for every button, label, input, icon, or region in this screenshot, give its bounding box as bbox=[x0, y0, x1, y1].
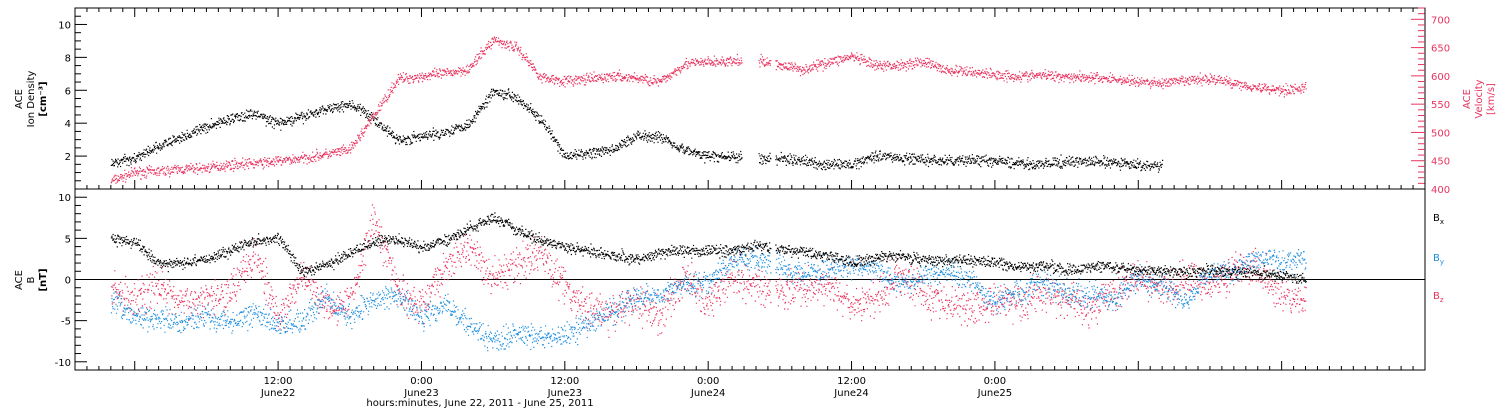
time-tick-label: 12:00 bbox=[264, 376, 293, 387]
b-axis-label-2: B bbox=[26, 276, 37, 283]
velocity-series bbox=[110, 36, 1307, 184]
time-tick-label: 0:00 bbox=[984, 376, 1006, 387]
density-tick-label: 6 bbox=[65, 86, 71, 97]
legend-bz: Bz bbox=[1433, 291, 1444, 304]
time-tick-label: 12:00 bbox=[550, 376, 579, 387]
ion-density-series bbox=[110, 88, 1164, 173]
velocity-axis-label-2: Velocity bbox=[1474, 79, 1485, 118]
date-tick-label: June24 bbox=[690, 388, 726, 399]
velocity-tick-label: 500 bbox=[1431, 128, 1450, 139]
legend-bx: Bx bbox=[1433, 213, 1444, 226]
density-axis-label-1: ACE bbox=[14, 89, 25, 109]
velocity-tick-label: 650 bbox=[1431, 44, 1450, 55]
b-tick-label: -10 bbox=[55, 358, 71, 369]
date-tick-label: June24 bbox=[833, 388, 869, 399]
velocity-tick-label: 450 bbox=[1431, 157, 1450, 168]
date-tick-label: June25 bbox=[977, 388, 1013, 399]
bx-points bbox=[110, 212, 1307, 284]
bz-series bbox=[110, 204, 1307, 338]
x-axis-title: hours:minutes, June 22, 2011 - June 25, … bbox=[366, 398, 593, 409]
velocity-tick-label: 550 bbox=[1431, 100, 1450, 111]
velocity-axis-label-1: ACE bbox=[1462, 89, 1473, 109]
time-tick-label: 0:00 bbox=[410, 376, 432, 387]
density-points bbox=[110, 88, 1164, 173]
time-tick-label: 12:00 bbox=[837, 376, 866, 387]
velocity-tick-label: 700 bbox=[1431, 15, 1450, 26]
ion-density-axis: 2 4 6 8 10 bbox=[58, 7, 87, 190]
density-tick-label: 10 bbox=[58, 20, 71, 31]
velocity-points bbox=[110, 36, 1307, 184]
velocity-tick-label: 400 bbox=[1431, 185, 1450, 196]
density-tick-label: 8 bbox=[65, 53, 71, 64]
date-tick-label: June22 bbox=[260, 388, 296, 399]
b-axis: -10 -5 0 5 10 bbox=[55, 188, 87, 371]
top-panel-frame bbox=[74, 7, 1426, 190]
date-tick-label: June23 bbox=[547, 388, 583, 399]
b-tick-label: 5 bbox=[65, 234, 71, 245]
top-panel: 2 4 6 8 10 400 450 500 550 600 650 700 ACE Ion Den… bbox=[14, 7, 1497, 196]
b-axis-label-1: ACE bbox=[14, 270, 25, 290]
date-tick-label: June23 bbox=[403, 388, 439, 399]
b-axis-label-3: [nT] bbox=[38, 268, 49, 291]
bx-series bbox=[110, 212, 1307, 284]
velocity-axis: 400 450 500 550 600 650 700 bbox=[1411, 7, 1450, 196]
velocity-axis-label-3: [km/s] bbox=[1486, 83, 1497, 115]
b-tick-label: 10 bbox=[58, 193, 71, 204]
legend-by: By bbox=[1433, 253, 1444, 266]
velocity-tick-label: 600 bbox=[1431, 72, 1450, 83]
density-tick-label: 4 bbox=[65, 119, 71, 130]
bz-points bbox=[110, 204, 1307, 338]
density-tick-label: 2 bbox=[65, 152, 71, 163]
density-axis-label-3: [cm⁻³] bbox=[38, 81, 49, 116]
b-tick-label: 0 bbox=[65, 276, 71, 287]
density-axis-label-2: Ion Density bbox=[26, 71, 37, 128]
legend: Bx By Bz bbox=[1433, 213, 1444, 304]
time-tick-label: 0:00 bbox=[697, 376, 719, 387]
bottom-panel: -10 -5 0 5 10 ACE B [nT] Bx By Bz bbox=[14, 188, 1444, 371]
time-axis: 12:00June220:00June2312:00June230:00June… bbox=[74, 8, 1426, 399]
b-tick-label: -5 bbox=[61, 317, 71, 328]
